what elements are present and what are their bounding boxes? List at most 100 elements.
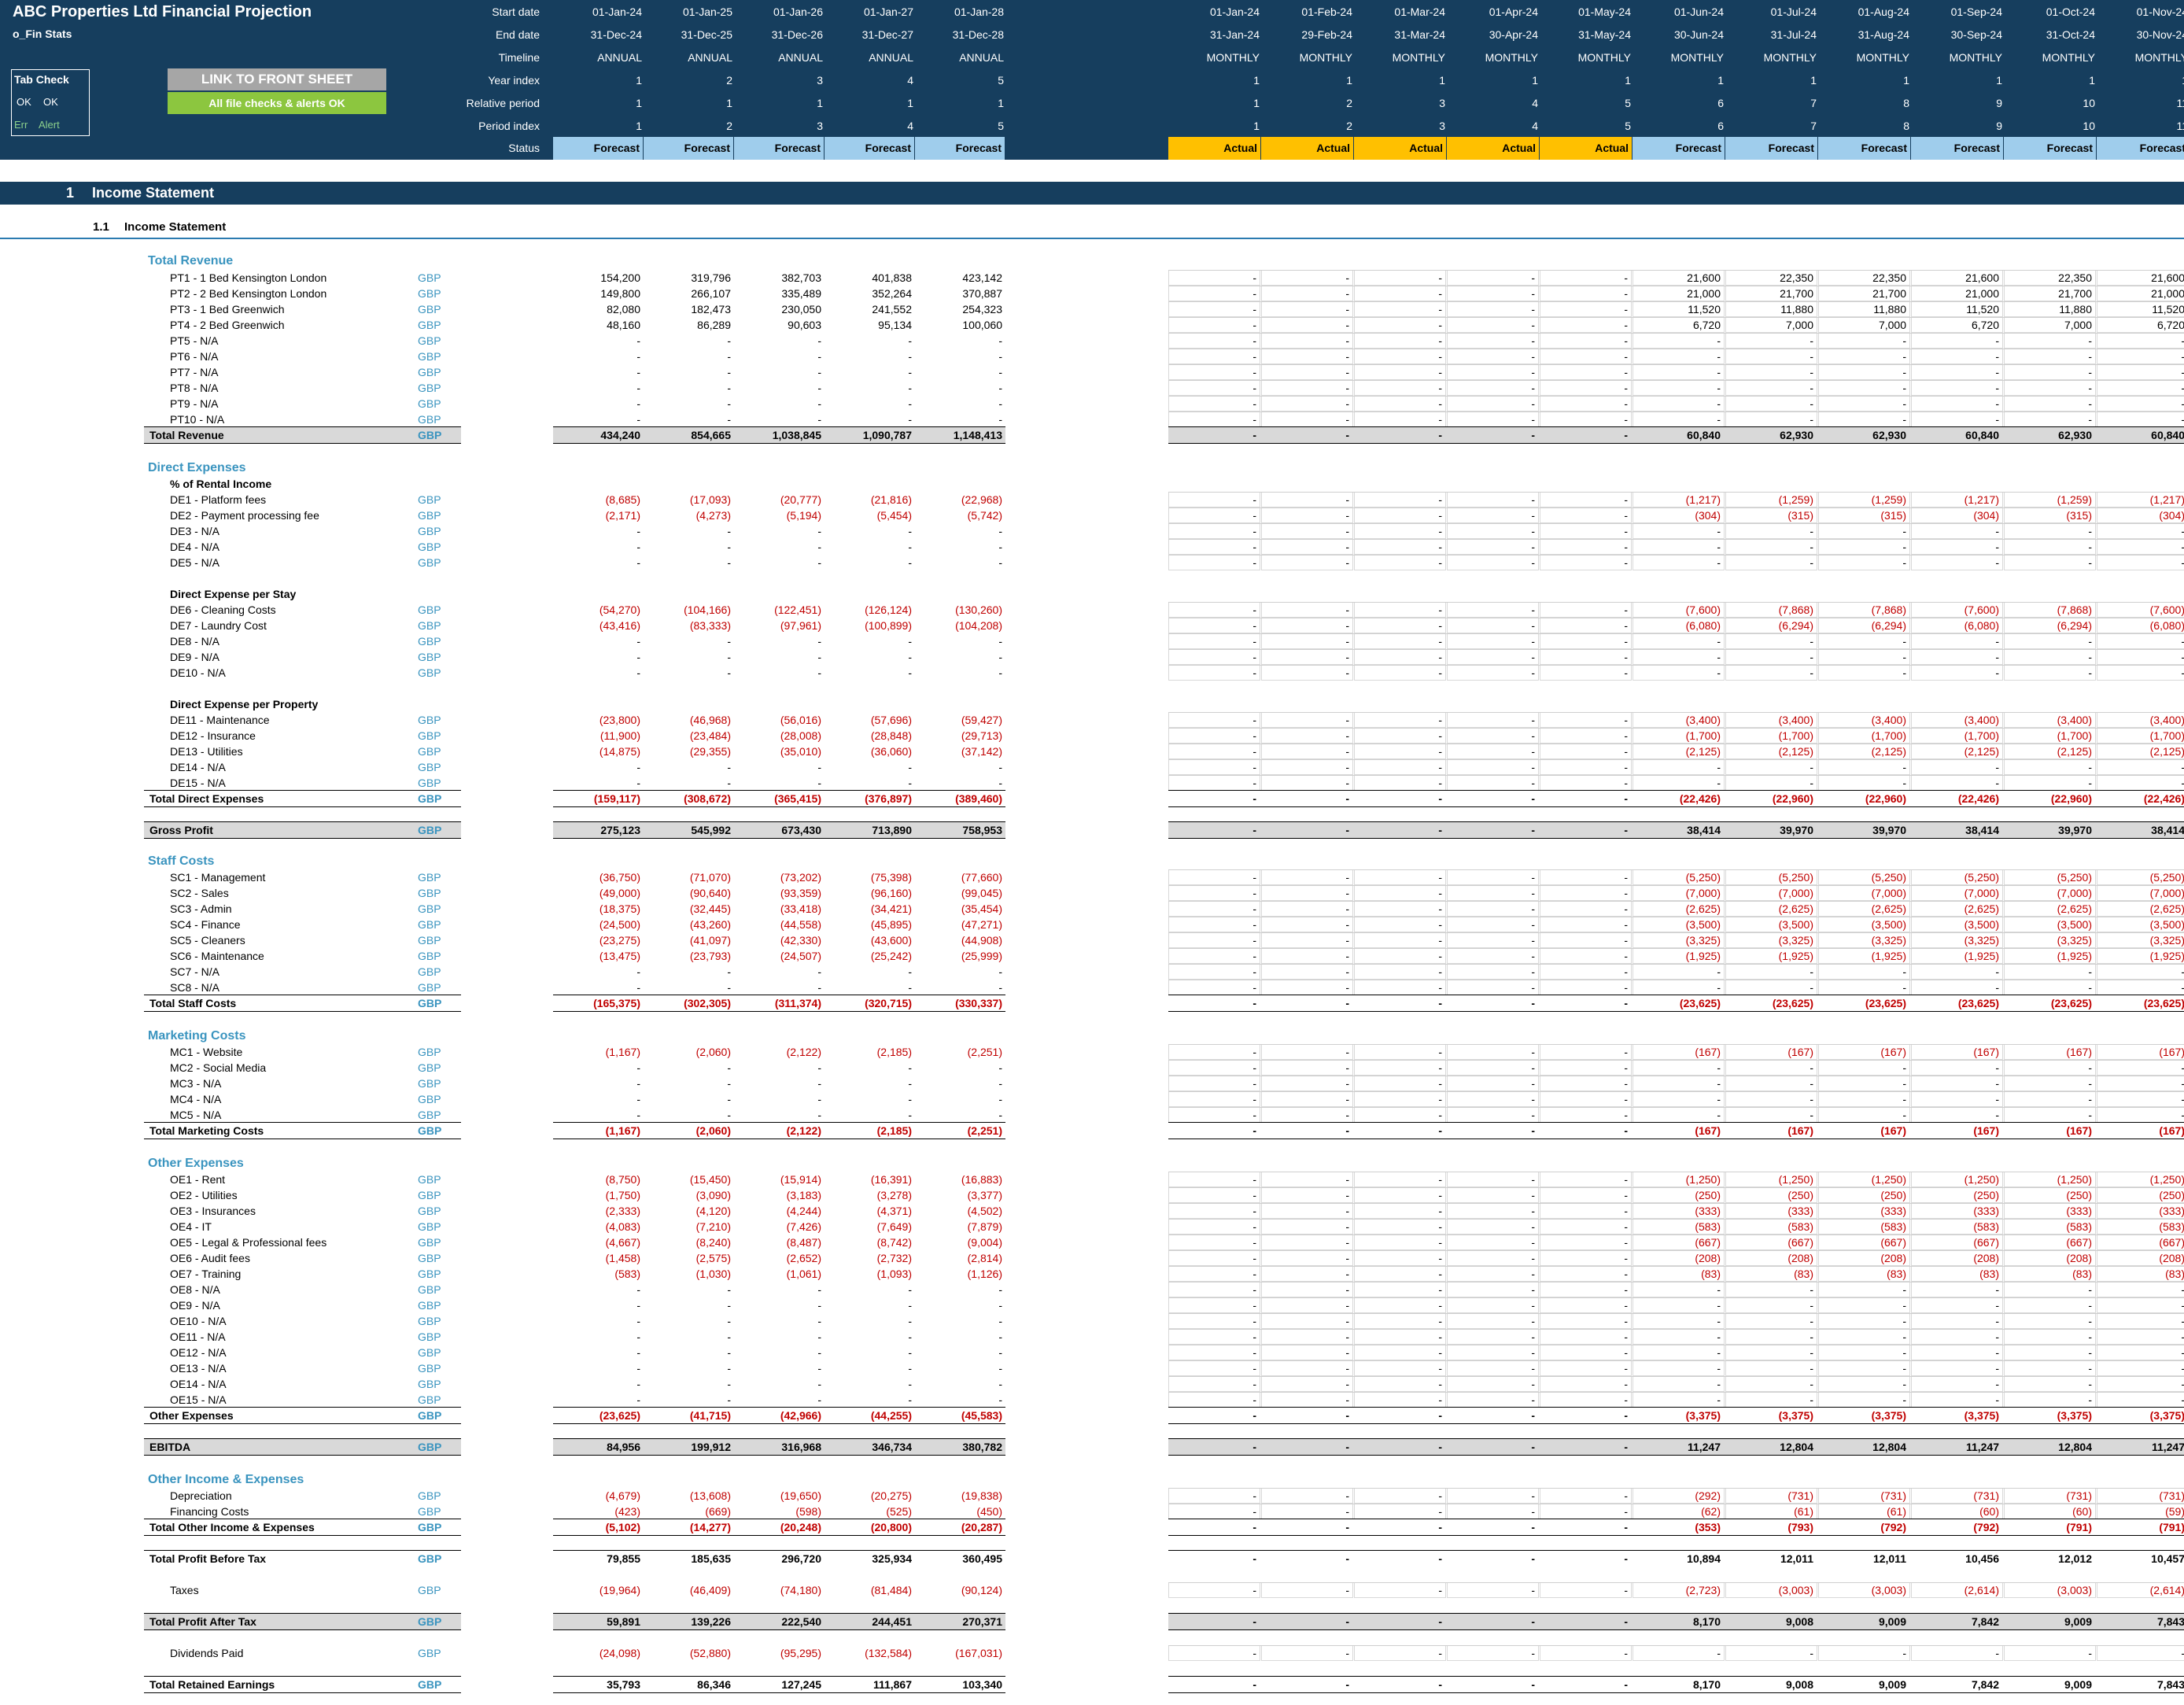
monthly-input-cell[interactable] — [2004, 901, 2096, 917]
monthly-input-cell[interactable] — [1818, 270, 1910, 286]
monthly-input-cell[interactable] — [1632, 492, 1725, 507]
monthly-input-cell[interactable] — [1632, 885, 1725, 901]
monthly-input-cell[interactable] — [1354, 1219, 1446, 1234]
monthly-input-cell[interactable] — [2004, 1060, 2096, 1076]
monthly-input-cell[interactable] — [1261, 1645, 1353, 1661]
monthly-input-cell[interactable] — [1725, 1582, 1817, 1598]
monthly-input-cell[interactable] — [1818, 1044, 1910, 1060]
monthly-input-cell[interactable] — [1540, 885, 1632, 901]
monthly-input-cell[interactable] — [2097, 270, 2184, 286]
monthly-input-cell[interactable] — [1261, 948, 1353, 964]
monthly-input-cell[interactable] — [1447, 333, 1539, 349]
monthly-input-cell[interactable] — [2004, 744, 2096, 759]
monthly-input-cell[interactable] — [1911, 869, 2003, 885]
monthly-input-cell[interactable] — [1540, 759, 1632, 775]
monthly-input-cell[interactable] — [1168, 1044, 1260, 1060]
monthly-input-cell[interactable] — [1354, 1076, 1446, 1091]
monthly-input-cell[interactable] — [1168, 948, 1260, 964]
monthly-input-cell[interactable] — [1818, 396, 1910, 411]
monthly-input-cell[interactable] — [1632, 917, 1725, 932]
monthly-input-cell[interactable] — [1261, 728, 1353, 744]
monthly-input-cell[interactable] — [1818, 964, 1910, 980]
monthly-input-cell[interactable] — [1818, 301, 1910, 317]
monthly-input-cell[interactable] — [1354, 349, 1446, 364]
monthly-input-cell[interactable] — [1911, 1172, 2003, 1187]
monthly-input-cell[interactable] — [1911, 744, 2003, 759]
monthly-input-cell[interactable] — [1261, 286, 1353, 301]
monthly-input-cell[interactable] — [2004, 1313, 2096, 1329]
monthly-input-cell[interactable] — [1168, 602, 1260, 618]
monthly-input-cell[interactable] — [2004, 1044, 2096, 1060]
monthly-input-cell[interactable] — [1818, 380, 1910, 396]
monthly-input-cell[interactable] — [2097, 649, 2184, 665]
monthly-input-cell[interactable] — [1540, 1172, 1632, 1187]
monthly-input-cell[interactable] — [1818, 1076, 1910, 1091]
monthly-input-cell[interactable] — [1725, 964, 1817, 980]
monthly-input-cell[interactable] — [1632, 317, 1725, 333]
monthly-input-cell[interactable] — [1447, 901, 1539, 917]
monthly-input-cell[interactable] — [2004, 286, 2096, 301]
monthly-input-cell[interactable] — [1261, 1250, 1353, 1266]
monthly-input-cell[interactable] — [1540, 618, 1632, 633]
monthly-input-cell[interactable] — [2097, 492, 2184, 507]
monthly-input-cell[interactable] — [2097, 901, 2184, 917]
monthly-input-cell[interactable] — [2097, 1250, 2184, 1266]
monthly-input-cell[interactable] — [1725, 1282, 1817, 1297]
monthly-input-cell[interactable] — [2097, 1044, 2184, 1060]
monthly-input-cell[interactable] — [1725, 759, 1817, 775]
monthly-input-cell[interactable] — [1354, 1297, 1446, 1313]
monthly-input-cell[interactable] — [1540, 744, 1632, 759]
monthly-input-cell[interactable] — [1261, 1234, 1353, 1250]
monthly-input-cell[interactable] — [1261, 1219, 1353, 1234]
monthly-input-cell[interactable] — [1540, 602, 1632, 618]
monthly-input-cell[interactable] — [1725, 539, 1817, 555]
monthly-input-cell[interactable] — [1354, 917, 1446, 932]
monthly-input-cell[interactable] — [2004, 1297, 2096, 1313]
monthly-input-cell[interactable] — [1168, 555, 1260, 570]
monthly-input-cell[interactable] — [1632, 1297, 1725, 1313]
monthly-input-cell[interactable] — [1818, 1329, 1910, 1345]
monthly-input-cell[interactable] — [2097, 380, 2184, 396]
monthly-input-cell[interactable] — [1168, 1297, 1260, 1313]
monthly-input-cell[interactable] — [1725, 1234, 1817, 1250]
monthly-input-cell[interactable] — [1911, 633, 2003, 649]
monthly-input-cell[interactable] — [1354, 1172, 1446, 1187]
monthly-input-cell[interactable] — [1354, 1582, 1446, 1598]
monthly-input-cell[interactable] — [1632, 1345, 1725, 1360]
monthly-input-cell[interactable] — [2097, 728, 2184, 744]
monthly-input-cell[interactable] — [2097, 885, 2184, 901]
monthly-input-cell[interactable] — [2004, 1266, 2096, 1282]
monthly-input-cell[interactable] — [2097, 523, 2184, 539]
monthly-input-cell[interactable] — [1261, 1076, 1353, 1091]
monthly-input-cell[interactable] — [1447, 712, 1539, 728]
monthly-input-cell[interactable] — [1168, 380, 1260, 396]
monthly-input-cell[interactable] — [1911, 364, 2003, 380]
monthly-input-cell[interactable] — [1261, 539, 1353, 555]
monthly-input-cell[interactable] — [1911, 539, 2003, 555]
monthly-input-cell[interactable] — [1818, 649, 1910, 665]
monthly-input-cell[interactable] — [1818, 759, 1910, 775]
monthly-input-cell[interactable] — [1354, 759, 1446, 775]
monthly-input-cell[interactable] — [1540, 1203, 1632, 1219]
monthly-input-cell[interactable] — [1447, 555, 1539, 570]
monthly-input-cell[interactable] — [1911, 1060, 2003, 1076]
monthly-input-cell[interactable] — [1261, 665, 1353, 681]
monthly-input-cell[interactable] — [1540, 523, 1632, 539]
monthly-input-cell[interactable] — [1632, 1250, 1725, 1266]
monthly-input-cell[interactable] — [1354, 1488, 1446, 1504]
monthly-input-cell[interactable] — [2097, 317, 2184, 333]
monthly-input-cell[interactable] — [1540, 712, 1632, 728]
monthly-input-cell[interactable] — [1261, 964, 1353, 980]
monthly-input-cell[interactable] — [2004, 1234, 2096, 1250]
monthly-input-cell[interactable] — [2004, 932, 2096, 948]
monthly-input-cell[interactable] — [1168, 1060, 1260, 1076]
monthly-input-cell[interactable] — [1354, 618, 1446, 633]
monthly-input-cell[interactable] — [1540, 1360, 1632, 1376]
monthly-input-cell[interactable] — [1725, 1360, 1817, 1376]
monthly-input-cell[interactable] — [1725, 380, 1817, 396]
monthly-input-cell[interactable] — [1168, 1645, 1260, 1661]
monthly-input-cell[interactable] — [1354, 633, 1446, 649]
monthly-input-cell[interactable] — [1632, 1582, 1725, 1598]
monthly-input-cell[interactable] — [1540, 539, 1632, 555]
monthly-input-cell[interactable] — [1725, 885, 1817, 901]
